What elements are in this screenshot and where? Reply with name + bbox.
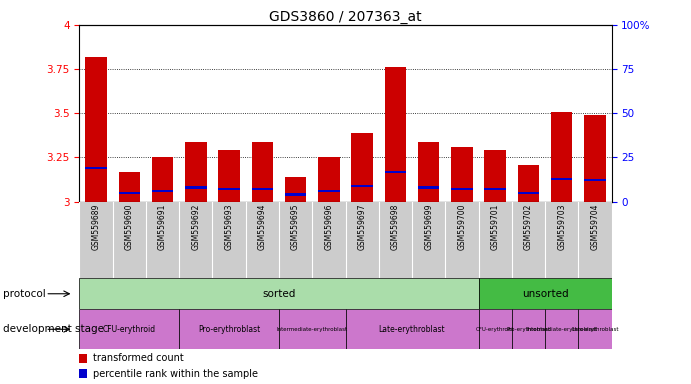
Text: GSM559695: GSM559695 bbox=[291, 204, 300, 250]
Bar bbox=[578, 309, 612, 349]
Bar bbox=[518, 164, 539, 202]
Bar bbox=[584, 115, 606, 202]
Text: sorted: sorted bbox=[263, 289, 296, 299]
Text: Pro-erythroblast: Pro-erythroblast bbox=[198, 325, 261, 334]
Text: CFU-erythroid: CFU-erythroid bbox=[103, 325, 156, 334]
Text: GSM559699: GSM559699 bbox=[424, 204, 433, 250]
Bar bbox=[152, 157, 173, 202]
Bar bbox=[79, 354, 88, 362]
Text: Intermediate-erythroblast: Intermediate-erythroblast bbox=[276, 327, 348, 332]
Bar bbox=[252, 188, 273, 190]
Bar bbox=[119, 172, 140, 202]
Text: GSM559698: GSM559698 bbox=[391, 204, 400, 250]
Text: GSM559700: GSM559700 bbox=[457, 204, 466, 250]
Text: GDS3860 / 207363_at: GDS3860 / 207363_at bbox=[269, 10, 422, 23]
Text: GSM559696: GSM559696 bbox=[324, 204, 333, 250]
Bar bbox=[346, 309, 478, 349]
Bar bbox=[418, 142, 439, 202]
Bar bbox=[551, 177, 572, 180]
Bar bbox=[385, 67, 406, 202]
Bar bbox=[279, 309, 346, 349]
Text: GSM559702: GSM559702 bbox=[524, 204, 533, 250]
Bar bbox=[545, 309, 578, 349]
Text: development stage: development stage bbox=[3, 324, 104, 334]
Text: GSM559697: GSM559697 bbox=[358, 204, 367, 250]
Bar bbox=[79, 369, 88, 378]
Bar bbox=[484, 188, 506, 190]
Text: GSM559701: GSM559701 bbox=[491, 204, 500, 250]
Bar bbox=[85, 167, 107, 169]
Bar bbox=[285, 194, 306, 195]
Bar bbox=[218, 151, 240, 202]
Text: transformed count: transformed count bbox=[93, 353, 184, 363]
Text: percentile rank within the sample: percentile rank within the sample bbox=[93, 369, 258, 379]
Bar bbox=[79, 278, 478, 309]
Text: GSM559692: GSM559692 bbox=[191, 204, 200, 250]
Bar bbox=[478, 309, 512, 349]
Bar bbox=[218, 188, 240, 190]
Text: Late-erythroblast: Late-erythroblast bbox=[379, 325, 445, 334]
Text: GSM559693: GSM559693 bbox=[225, 204, 234, 250]
Bar bbox=[85, 57, 107, 202]
Text: GSM559690: GSM559690 bbox=[125, 204, 134, 250]
Bar bbox=[318, 157, 340, 202]
Bar bbox=[418, 186, 439, 189]
Bar bbox=[584, 179, 606, 182]
Text: Late-erythroblast: Late-erythroblast bbox=[571, 327, 618, 332]
Text: Pro-erythroblast: Pro-erythroblast bbox=[507, 327, 551, 332]
Bar bbox=[385, 170, 406, 173]
Bar bbox=[478, 278, 612, 309]
Text: GSM559689: GSM559689 bbox=[92, 204, 101, 250]
Text: GSM559694: GSM559694 bbox=[258, 204, 267, 250]
Bar bbox=[518, 192, 539, 194]
Text: unsorted: unsorted bbox=[522, 289, 568, 299]
Bar bbox=[185, 142, 207, 202]
Bar bbox=[119, 192, 140, 194]
Bar bbox=[451, 188, 473, 190]
Text: protocol: protocol bbox=[3, 289, 46, 299]
Bar bbox=[351, 185, 373, 187]
Bar bbox=[252, 142, 273, 202]
Text: GSM559691: GSM559691 bbox=[158, 204, 167, 250]
Bar bbox=[185, 186, 207, 189]
Text: Intermediate-erythroblast: Intermediate-erythroblast bbox=[526, 327, 597, 332]
Bar bbox=[484, 151, 506, 202]
Bar bbox=[512, 309, 545, 349]
Text: GSM559703: GSM559703 bbox=[557, 204, 566, 250]
Bar bbox=[451, 147, 473, 202]
Text: GSM559704: GSM559704 bbox=[590, 204, 599, 250]
Bar bbox=[152, 190, 173, 192]
Bar bbox=[179, 309, 279, 349]
Bar bbox=[79, 309, 179, 349]
Text: CFU-erythroid: CFU-erythroid bbox=[476, 327, 514, 332]
Bar bbox=[351, 133, 373, 202]
Bar bbox=[285, 177, 306, 202]
Bar bbox=[318, 190, 340, 192]
Bar bbox=[551, 111, 572, 202]
